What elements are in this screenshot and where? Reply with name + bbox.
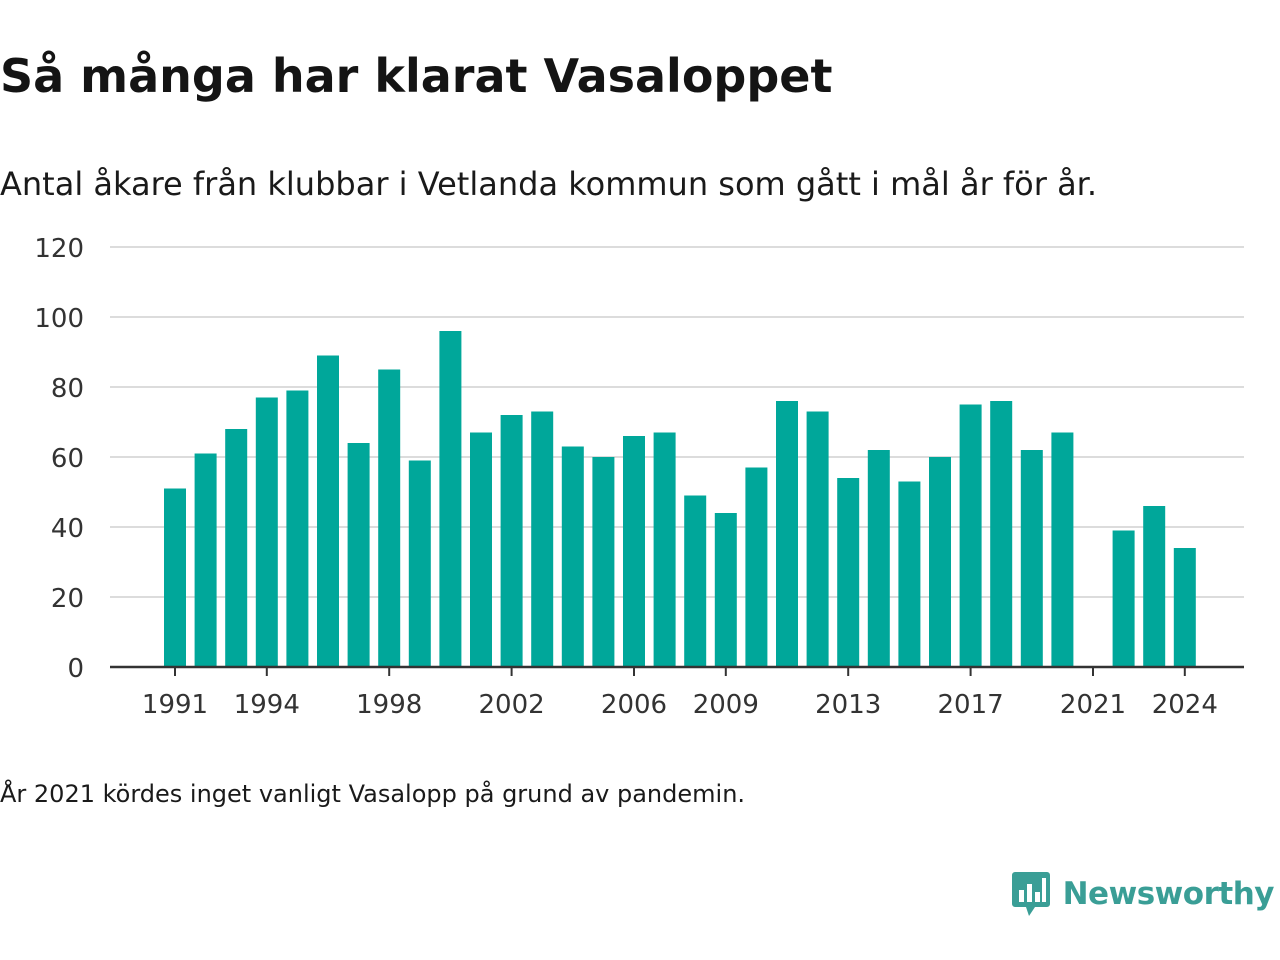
x-tick-label: 2009 — [693, 690, 759, 720]
bar — [837, 478, 860, 667]
y-axis-ticks: 0 20 40 60 80 100 120 — [34, 234, 84, 684]
y-tick-label: 20 — [51, 584, 84, 614]
x-tick-label: 2002 — [479, 690, 545, 720]
bar — [439, 331, 462, 667]
bar — [684, 495, 707, 667]
y-tick-label: 0 — [67, 654, 84, 684]
y-tick-label: 100 — [34, 304, 84, 334]
x-tick-label: 2024 — [1152, 690, 1218, 720]
bar — [592, 457, 615, 667]
bar — [1020, 450, 1043, 667]
bar — [806, 411, 829, 667]
footnote: År 2021 kördes inget vanligt Vasalopp på… — [0, 780, 746, 808]
chart-title: Så många har klarat Vasaloppet — [0, 49, 833, 103]
x-tick-label: 2013 — [815, 690, 881, 720]
x-tick-label: 2006 — [601, 690, 667, 720]
x-tick-label: 1994 — [234, 690, 300, 720]
bar-chart: 0 20 40 60 80 100 120 1991 1994 1998 2002 2006 2009… — [34, 234, 1244, 720]
bar — [531, 411, 554, 667]
brand-logo: Newsworthy — [1011, 870, 1275, 918]
bar — [470, 432, 492, 667]
bar — [714, 513, 737, 667]
bar — [561, 446, 584, 667]
y-tick-label: 60 — [51, 444, 84, 474]
bar — [776, 401, 798, 667]
bars — [164, 331, 1196, 667]
bar — [194, 453, 217, 667]
x-tick-label: 2017 — [938, 690, 1004, 720]
bar — [929, 457, 951, 667]
y-tick-label: 80 — [51, 374, 84, 404]
bar — [255, 397, 278, 667]
x-tick-label: 1998 — [356, 690, 422, 720]
bar-chart-speech-bubble-icon — [1011, 872, 1050, 916]
chart-subtitle: Antal åkare från klubbar i Vetlanda komm… — [0, 165, 1098, 203]
bar — [378, 369, 401, 667]
brand-name: Newsworthy — [1062, 876, 1275, 912]
bar — [867, 450, 890, 667]
bar — [653, 432, 676, 667]
bar — [500, 415, 523, 667]
grid-lines — [110, 246, 1244, 598]
bar — [1173, 548, 1196, 667]
bar — [959, 404, 982, 667]
bar — [286, 390, 309, 667]
bar — [1112, 530, 1135, 667]
x-axis — [110, 665, 1244, 676]
bar — [990, 401, 1013, 667]
bar — [408, 460, 431, 667]
bar — [317, 355, 339, 667]
y-tick-label: 120 — [34, 234, 84, 264]
bar — [745, 467, 768, 667]
bar — [1143, 506, 1166, 667]
y-tick-label: 40 — [51, 514, 84, 544]
bar — [164, 488, 186, 667]
x-tick-label: 1991 — [142, 690, 208, 720]
x-tick-label: 2021 — [1060, 690, 1126, 720]
bar — [623, 436, 645, 667]
bar — [347, 443, 370, 667]
x-axis-ticks: 1991 1994 1998 2002 2006 2009 2013 2017 2021 2024 — [142, 690, 1218, 720]
bar — [898, 481, 921, 667]
bar — [1051, 432, 1074, 667]
bar — [225, 429, 248, 667]
